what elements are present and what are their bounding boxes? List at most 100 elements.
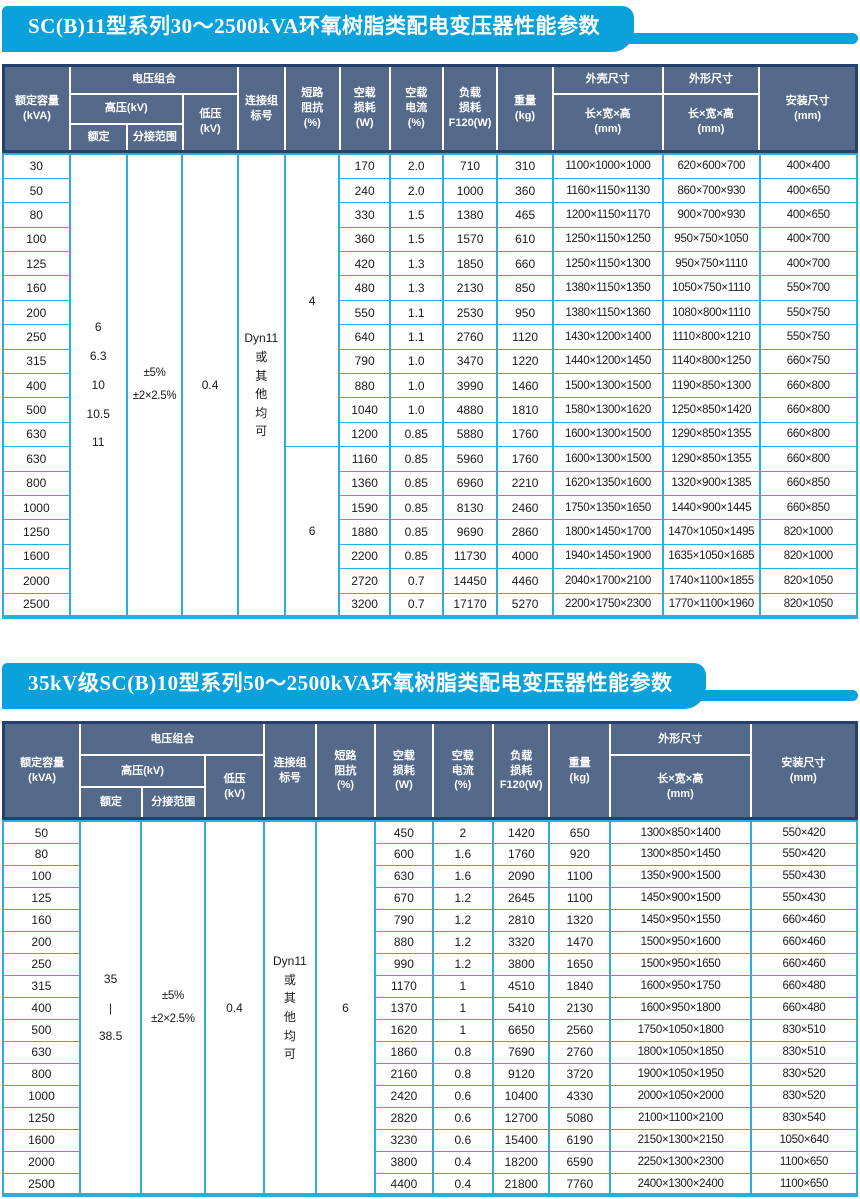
table-cell: 830×540 [750,1106,858,1130]
table-cell: 1250×1150×1300 [551,251,665,277]
table-cell: 820×1050 [758,592,859,618]
table-cell: 1840 [548,974,612,998]
table-cell: 3990 [441,373,499,399]
table-cell: 2250×1300×2300 [609,1150,753,1174]
table-cell: 1600×950×1800 [609,996,753,1020]
table-row: 800 1360 0.85 6960 2210 1620×1350×1600 1320×90… [2,470,859,496]
table-cell: 1.3 [388,275,444,301]
table-cell: 820×1050 [758,568,859,594]
table-cell: 0.85 [388,494,444,521]
table-cell: 2460 [496,494,554,521]
table-cell: 21800 [492,1172,551,1196]
col-header-noload-loss: 空载 损耗 (W) [338,64,391,153]
table-cell: 1450×950×1550 [609,908,753,932]
table-cell: 170 [338,153,391,179]
cell-rated-capacity: 2500 [2,1172,81,1196]
table-cell: 6960 [441,470,499,496]
cell-rated-capacity: 100 [2,226,71,253]
table-cell: 550×430 [750,864,858,888]
table-cell: 900×700×930 [662,202,761,228]
table-cell: 10400 [492,1084,551,1108]
table-cell: 2200 [338,543,391,570]
table-row: 80 330 1.5 1380 465 1200×1150×1170 900×700×930… [2,202,859,228]
col-header-overall-dims: 外形尺寸 [661,64,761,95]
table-cell: 2720 [338,568,391,594]
table-cell: 9120 [492,1062,551,1086]
table-cell: 1110×800×1210 [662,324,761,350]
table-cell: 1.0 [388,397,444,423]
col-header-load-loss: 负载 损耗 F120(W) [441,64,499,153]
table-cell: 1360 [338,470,391,496]
table-row: 800 2160 0.8 9120 3720 1900×1050×1950 830×520 [2,1062,858,1086]
table-cell: 5960 [441,446,499,472]
table-cell: 2090 [492,864,551,888]
table-cell: 1300×850×1400 [609,820,753,844]
table-cell: 360 [496,177,554,204]
table-cell: 820×1000 [758,519,859,545]
table-cell: 660×460 [750,908,858,932]
cell-rated-capacity: 160 [2,275,71,301]
table-cell: 11730 [441,543,499,570]
cell-rated-capacity: 1000 [2,494,71,521]
table-cell: 1770×1100×1960 [662,592,761,618]
col-header-tap-range: 分接范围 [140,785,206,820]
table2-title: 35kV级SC(B)10型系列50～2500kVA环氧树脂类配电变压器性能参数 [28,671,673,696]
table-cell: 660×800 [758,446,859,472]
table-cell: 5880 [441,421,499,448]
table-cell: 0.6 [431,1106,495,1130]
table-row: 1250 2820 0.6 12700 5080 2100×1100×2100 830×54… [2,1106,858,1130]
table-cell: 1140×800×1250 [662,348,761,375]
table-cell: 1.1 [388,324,444,350]
table-cell: 2820 [374,1106,434,1130]
cell-rated-capacity: 1250 [2,1106,81,1130]
table-cell: 660×800 [758,373,859,399]
table-cell: 1440×1200×1450 [551,348,665,375]
table-cell: 2150×1300×2150 [609,1128,753,1152]
table-cell: 480 [338,275,391,301]
table-cell: 310 [496,153,554,179]
table-cell: 7690 [492,1040,551,1064]
table-cell: 2100×1100×2100 [609,1106,753,1130]
table-cell: 400×700 [758,251,859,277]
cell-rated-capacity: 1000 [2,1084,81,1108]
table-cell: 4400 [374,1172,434,1196]
cell-rated-capacity: 125 [2,251,71,277]
table-cell: 660×460 [750,952,858,976]
table-cell: 3230 [374,1128,434,1152]
table-cell: 1380×1150×1360 [551,299,665,326]
table-cell: 0.6 [431,1084,495,1108]
table-cell: 1380 [441,202,499,228]
table-cell: 6590 [548,1150,612,1174]
table-cell: 660×850 [758,470,859,496]
cell-rated-capacity: 400 [2,373,71,399]
table-cell: 1500×950×1600 [609,930,753,954]
table-cell: 1200 [338,421,391,448]
table-cell: 710 [441,153,499,179]
table-cell: 1430×1200×1400 [551,324,665,350]
cell-rated-capacity: 250 [2,324,71,350]
cell-rated-capacity: 50 [2,820,81,844]
table-cell: 1080×800×1110 [662,299,761,326]
section-scb10-35kv: 35kV级SC(B)10型系列50～2500kVA环氧树脂类配电变压器性能参数 … [2,663,858,1198]
table-cell: 1760 [496,421,554,448]
table-cell: 2040×1700×2100 [551,568,665,594]
table-cell: 3800 [492,952,551,976]
table-row: 2000 3800 0.4 18200 6590 2250×1300×2300 1100×6… [2,1150,858,1174]
table-cell: 650 [548,820,612,844]
cell-rated-capacity: 30 [2,153,71,179]
table-cell: 1450×900×1500 [609,886,753,910]
table-cell: 2210 [496,470,554,496]
table2-banner: 35kV级SC(B)10型系列50～2500kVA环氧树脂类配电变压器性能参数 [2,663,858,710]
table-cell: 2 [431,820,495,844]
table-cell: 1190×850×1300 [662,373,761,399]
table-cell: 1290×850×1355 [662,421,761,448]
col-header-overall-dims: 外形尺寸 [608,721,752,756]
cell-rated-capacity: 250 [2,952,81,976]
table-cell: 550×430 [750,886,858,910]
table-cell: 1290×850×1355 [662,446,761,472]
table-cell: 850 [496,275,554,301]
table-cell: 1050×640 [750,1128,858,1152]
cell-rated-capacity: 315 [2,348,71,375]
table-cell: 1.2 [431,952,495,976]
